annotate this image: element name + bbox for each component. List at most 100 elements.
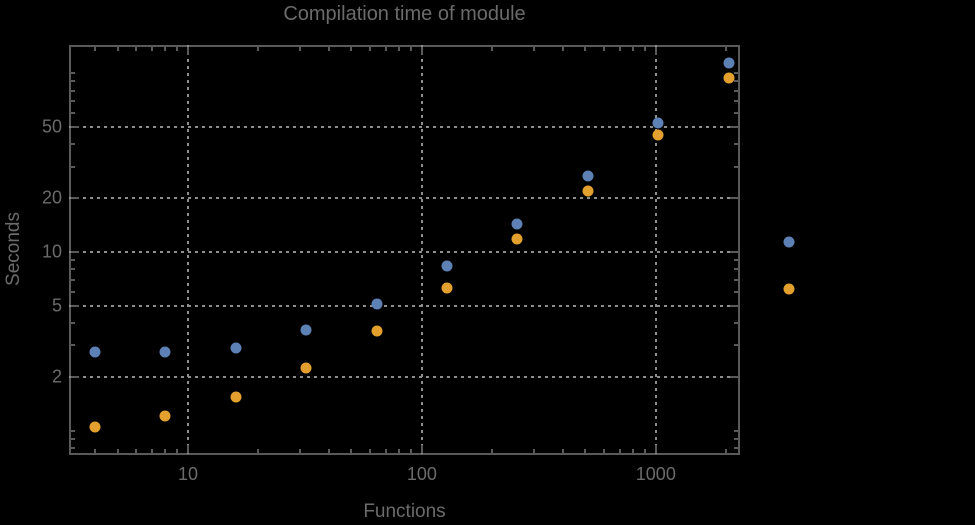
tick-mark [116,449,119,453]
tick-mark [734,322,738,325]
tick-mark [71,72,75,75]
tick-mark [734,268,738,271]
tick-mark [734,111,738,114]
plot-frame [69,45,740,455]
tick-mark [176,47,179,51]
x-axis-label: Functions [363,501,446,522]
tick-mark [71,304,79,307]
tick-mark [71,429,75,432]
grid-line-vertical [186,45,189,455]
data-point-series-2 [371,325,383,337]
tick-mark [71,322,75,325]
tick-mark [734,89,738,92]
data-point-series-1 [723,57,735,69]
y-tick-label: 10 [41,241,62,262]
tick-mark [734,278,738,281]
tick-mark [71,344,75,347]
tick-mark [602,47,605,51]
tick-mark [327,449,330,453]
tick-mark [298,47,301,51]
data-point-series-1 [582,170,594,182]
tick-mark [491,47,494,51]
y-tick-label: 2 [51,366,62,387]
grid-line-horizontal [69,250,740,253]
data-point-series-1 [300,324,312,336]
tick-mark [618,449,621,453]
tick-mark [730,250,738,253]
data-point-series-2 [652,129,664,141]
tick-mark [186,47,189,55]
y-tick-label: 50 [41,116,62,137]
tick-mark [561,47,564,51]
tick-mark [71,197,79,200]
tick-mark [632,449,635,453]
tick-mark [135,449,138,453]
tick-mark [150,47,153,51]
tick-mark [71,126,79,129]
tick-mark [71,165,75,168]
data-point-series-2 [511,233,523,245]
tick-mark [532,449,535,453]
tick-mark [71,111,75,114]
data-point-series-2 [89,421,101,433]
grid-line-horizontal [69,126,740,129]
tick-mark [71,278,75,281]
tick-mark [176,449,179,453]
tick-mark [491,449,494,453]
data-point-series-2 [230,391,242,403]
tick-mark [116,47,119,51]
data-point-series-1 [652,117,664,129]
data-point-series-2 [441,282,453,294]
tick-mark [420,445,423,453]
data-point-series-2 [582,185,594,197]
tick-mark [654,445,657,453]
data-point-series-1 [511,218,523,230]
y-tick-label: 20 [41,187,62,208]
tick-mark [725,47,728,51]
tick-mark [644,449,647,453]
tick-mark [71,250,79,253]
tick-mark [384,47,387,51]
tick-mark [734,99,738,102]
tick-mark [618,47,621,51]
data-point-series-1 [159,346,171,358]
tick-mark [730,375,738,378]
data-point-series-1 [371,298,383,310]
tick-mark [730,126,738,129]
tick-mark [734,143,738,146]
tick-mark [734,290,738,293]
tick-mark [350,47,353,51]
grid-line-vertical [420,45,423,455]
tick-mark [71,290,75,293]
tick-mark [584,449,587,453]
tick-mark [734,165,738,168]
tick-mark [71,143,75,146]
tick-mark [186,445,189,453]
tick-mark [644,47,647,51]
y-tick-label: 5 [51,295,62,316]
data-point-series-2 [159,410,171,422]
tick-mark [257,449,260,453]
tick-mark [734,446,738,449]
tick-mark [369,449,371,453]
tick-mark [384,449,387,453]
tick-mark [327,47,330,51]
tick-mark [734,80,738,83]
grid-line-horizontal [69,304,740,307]
tick-mark [257,47,260,51]
tick-mark [734,72,738,75]
grid-line-horizontal [69,375,740,378]
tick-mark [71,89,75,92]
data-point-series-1 [230,342,242,354]
tick-mark [725,449,728,453]
legend-marker-series-2 [783,283,795,295]
tick-mark [734,429,738,432]
grid-line-horizontal [69,197,740,200]
tick-mark [561,449,564,453]
tick-mark [734,437,738,440]
tick-mark [730,304,738,307]
x-tick-label: 10 [177,464,198,484]
tick-mark [71,437,75,440]
tick-mark [602,449,605,453]
